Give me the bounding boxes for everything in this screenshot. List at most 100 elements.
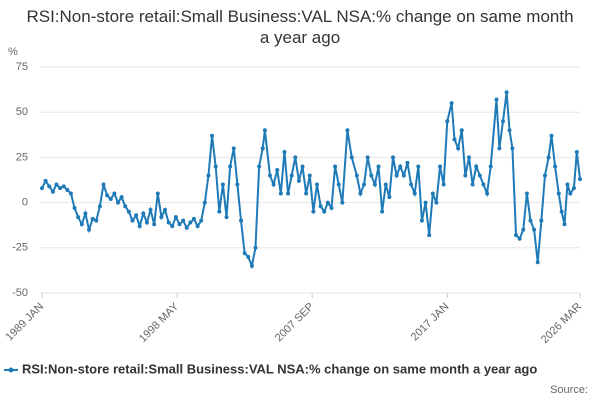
point bbox=[470, 182, 475, 187]
point bbox=[152, 222, 157, 227]
point bbox=[369, 173, 374, 178]
point bbox=[170, 224, 175, 229]
point bbox=[210, 133, 215, 138]
point bbox=[293, 155, 298, 160]
point bbox=[524, 191, 529, 196]
point bbox=[195, 224, 200, 229]
y-tick-label: -25 bbox=[12, 242, 28, 254]
point bbox=[123, 204, 128, 209]
point bbox=[83, 211, 88, 216]
point bbox=[289, 173, 294, 178]
point bbox=[286, 191, 291, 196]
point bbox=[349, 155, 354, 160]
point bbox=[115, 200, 120, 205]
point bbox=[141, 211, 146, 216]
point bbox=[47, 184, 52, 189]
point bbox=[474, 164, 479, 169]
x-tick-label: 1998 MAY bbox=[137, 300, 182, 345]
point bbox=[517, 236, 522, 241]
point bbox=[578, 177, 582, 182]
point bbox=[199, 218, 204, 223]
y-tick-label: 0 bbox=[22, 197, 28, 209]
point bbox=[497, 146, 502, 151]
point bbox=[191, 216, 196, 221]
point bbox=[262, 128, 267, 133]
point bbox=[112, 191, 117, 196]
point bbox=[336, 182, 341, 187]
point bbox=[539, 218, 544, 223]
point bbox=[231, 146, 236, 151]
point bbox=[405, 160, 410, 165]
point bbox=[380, 209, 385, 214]
point bbox=[549, 133, 554, 138]
point bbox=[177, 222, 182, 227]
point bbox=[481, 182, 486, 187]
chart-title: RSI:Non-store retail:Small Business:VAL … bbox=[26, 7, 574, 47]
y-axis-label: % bbox=[8, 46, 18, 58]
point bbox=[296, 178, 301, 183]
point bbox=[354, 173, 359, 178]
point bbox=[358, 191, 363, 196]
point bbox=[144, 220, 149, 225]
point bbox=[163, 207, 168, 212]
point bbox=[434, 200, 439, 205]
point bbox=[528, 218, 533, 223]
point bbox=[119, 195, 124, 200]
point bbox=[239, 218, 244, 223]
y-tick-label: 75 bbox=[16, 61, 28, 73]
point bbox=[553, 164, 558, 169]
point bbox=[390, 155, 395, 160]
point bbox=[559, 209, 564, 214]
point bbox=[571, 186, 576, 191]
point bbox=[333, 164, 338, 169]
point bbox=[514, 233, 519, 238]
point bbox=[318, 204, 323, 209]
point bbox=[155, 191, 160, 196]
point bbox=[452, 137, 457, 142]
point bbox=[387, 195, 392, 200]
point bbox=[466, 155, 471, 160]
point bbox=[68, 191, 73, 196]
point bbox=[61, 184, 66, 189]
legend-label: RSI:Non-store retail:Small Business:VAL … bbox=[22, 361, 537, 376]
point bbox=[485, 191, 490, 196]
point bbox=[556, 191, 561, 196]
point bbox=[430, 191, 435, 196]
point bbox=[315, 182, 320, 187]
point bbox=[94, 218, 99, 223]
point bbox=[494, 97, 499, 102]
point bbox=[65, 187, 70, 192]
point bbox=[166, 220, 171, 225]
series-line bbox=[41, 92, 581, 270]
point bbox=[568, 191, 573, 196]
point bbox=[510, 146, 515, 151]
point bbox=[134, 213, 139, 218]
point bbox=[311, 209, 316, 214]
point bbox=[271, 182, 276, 187]
point bbox=[488, 164, 493, 169]
point bbox=[278, 191, 283, 196]
point bbox=[257, 164, 262, 169]
point bbox=[383, 182, 388, 187]
point bbox=[181, 218, 186, 223]
point bbox=[438, 164, 443, 169]
point bbox=[365, 155, 370, 160]
point bbox=[546, 155, 551, 160]
point bbox=[148, 207, 153, 212]
point bbox=[173, 215, 178, 220]
x-tick-label: 2026 MAR bbox=[539, 301, 584, 346]
point bbox=[456, 146, 461, 151]
point bbox=[130, 218, 135, 223]
point bbox=[228, 164, 233, 169]
point bbox=[423, 200, 428, 205]
point bbox=[500, 119, 505, 124]
point bbox=[246, 254, 251, 259]
point bbox=[372, 182, 377, 187]
point bbox=[329, 206, 334, 211]
point bbox=[97, 204, 102, 209]
point bbox=[565, 182, 570, 187]
point bbox=[542, 173, 547, 178]
point bbox=[58, 186, 63, 191]
point bbox=[213, 164, 218, 169]
